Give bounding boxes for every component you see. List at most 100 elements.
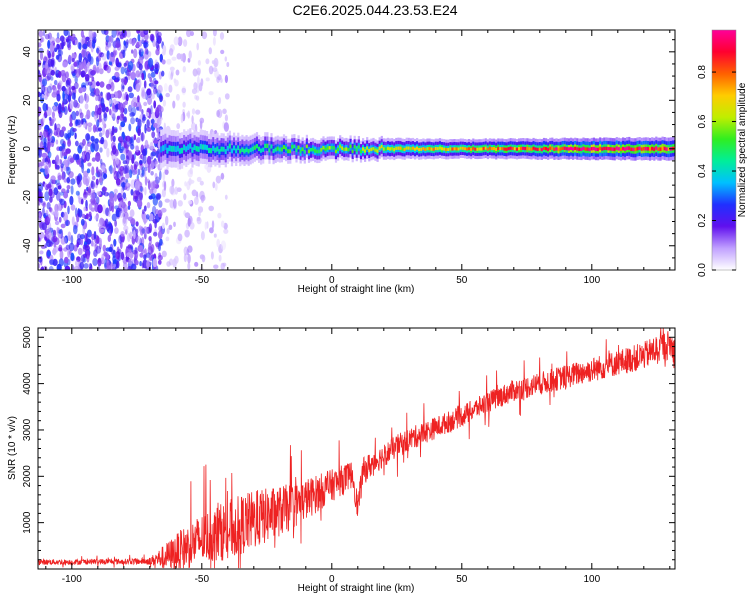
heatmap-noise-cell bbox=[101, 53, 107, 61]
heatmap-noise-cell bbox=[153, 100, 157, 109]
heatmap-noise-cell bbox=[72, 128, 77, 132]
heatmap-noise-cell bbox=[194, 261, 199, 267]
heatmap-noise-cell bbox=[87, 125, 92, 132]
heatmap-noise-cell bbox=[99, 158, 103, 165]
heatmap-band-cell bbox=[594, 147, 598, 151]
heatmap-band-cell bbox=[282, 145, 286, 150]
heatmap-noise-cell bbox=[51, 159, 56, 164]
heatmap-noise-cell bbox=[41, 84, 46, 94]
heatmap-noise-cell bbox=[115, 209, 120, 218]
heatmap-noise-cell bbox=[113, 238, 117, 247]
heatmap-noise-cell bbox=[113, 263, 116, 268]
heatmap-noise-cell bbox=[128, 92, 134, 99]
heatmap-noise-cell bbox=[67, 231, 72, 241]
heatmap-noise-cell bbox=[205, 58, 210, 65]
heatmap-noise-cell bbox=[42, 102, 48, 112]
heatmap-noise-cell bbox=[168, 48, 174, 56]
heatmap-noise-cell bbox=[154, 80, 159, 85]
heatmap-y-tick-label: 20 bbox=[22, 94, 33, 106]
heatmap-noise-cell bbox=[124, 100, 128, 106]
heatmap-noise-cell bbox=[111, 213, 117, 222]
heatmap-noise-cell bbox=[220, 220, 225, 228]
heatmap-noise-cell bbox=[111, 30, 117, 38]
heatmap-noise-cell bbox=[150, 243, 155, 253]
heatmap-noise-cell bbox=[79, 234, 85, 240]
heatmap-noise-cell bbox=[97, 169, 103, 178]
heatmap-noise-cell bbox=[196, 216, 201, 222]
heatmap-noise-cell bbox=[183, 193, 187, 201]
heatmap-noise-cell bbox=[116, 115, 120, 121]
heatmap-noise-cell bbox=[115, 251, 121, 260]
heatmap-noise-cell bbox=[64, 133, 69, 139]
heatmap-noise-cell bbox=[194, 94, 198, 100]
heatmap-noise-cell bbox=[208, 91, 214, 96]
heatmap-noise-cell bbox=[222, 108, 227, 115]
heatmap-band-cell bbox=[488, 146, 491, 150]
heatmap-band-cell bbox=[434, 147, 437, 151]
heatmap-noise-cell bbox=[210, 251, 214, 260]
heatmap-noise-cell bbox=[147, 51, 152, 57]
heatmap-noise-cell bbox=[157, 230, 163, 240]
heatmap-noise-cell bbox=[73, 61, 78, 67]
heatmap-x-tick-label: 100 bbox=[583, 275, 600, 286]
heatmap-band-cell bbox=[312, 147, 315, 152]
heatmap-band-cell bbox=[570, 146, 573, 150]
heatmap-noise-cell bbox=[223, 228, 229, 234]
heatmap-noise-cell bbox=[61, 143, 66, 150]
heatmap-band-cell bbox=[655, 146, 658, 150]
heatmap-frame bbox=[37, 29, 676, 271]
heatmap-band-cell bbox=[264, 143, 267, 148]
heatmap-noise-cell bbox=[177, 233, 183, 242]
heatmap-noise-cell bbox=[120, 146, 125, 151]
heatmap-noise-cell bbox=[95, 126, 100, 133]
heatmap-noise-cell bbox=[141, 109, 144, 115]
heatmap-noise-cell bbox=[95, 81, 100, 87]
heatmap-noise-cell bbox=[148, 57, 154, 68]
heatmap-noise-cell bbox=[166, 58, 172, 65]
heatmap-noise-cell bbox=[151, 131, 156, 139]
heatmap-noise-cell bbox=[73, 266, 80, 270]
heatmap-noise-cell bbox=[132, 250, 138, 255]
heatmap-noise-cell bbox=[49, 83, 53, 91]
heatmap-noise-cell bbox=[187, 253, 191, 264]
heatmap-noise-cell bbox=[65, 166, 70, 171]
heatmap-noise-cell bbox=[127, 265, 132, 270]
heatmap-noise-cell bbox=[200, 231, 205, 241]
heatmap-noise-cell bbox=[90, 79, 96, 89]
heatmap-band-cell bbox=[389, 147, 392, 151]
heatmap-band-cell bbox=[605, 146, 608, 151]
heatmap-noise-cell bbox=[122, 216, 127, 224]
heatmap-noise-cell bbox=[123, 204, 128, 214]
heatmap-noise-cell bbox=[70, 185, 74, 195]
heatmap-noise-cell bbox=[58, 80, 63, 85]
heatmap-noise-cell bbox=[111, 75, 117, 80]
heatmap-noise-cell bbox=[55, 73, 60, 78]
heatmap-noise-cell bbox=[63, 30, 69, 37]
heatmap-noise-cell bbox=[103, 251, 108, 257]
heatmap-noise-cell bbox=[220, 172, 225, 180]
heatmap-band-cell bbox=[220, 146, 223, 152]
heatmap-noise-cell bbox=[145, 252, 151, 258]
heatmap-noise-cell bbox=[44, 33, 50, 40]
heatmap-noise-cell bbox=[132, 97, 138, 103]
heatmap-noise-cell bbox=[158, 116, 163, 121]
heatmap-band-cell bbox=[287, 149, 290, 154]
heatmap-noise-cell bbox=[119, 136, 124, 142]
heatmap-band-cell bbox=[372, 147, 375, 151]
heatmap-band-cell bbox=[305, 144, 308, 149]
heatmap-band-cell bbox=[501, 147, 504, 151]
heatmap-noise-cell bbox=[87, 186, 92, 194]
heatmap-noise-cell bbox=[120, 153, 126, 161]
snr-y-axis-label: SNR (10 * v/v) bbox=[7, 416, 18, 480]
heatmap-noise-cell bbox=[99, 228, 105, 233]
heatmap-noise-cell bbox=[60, 163, 64, 169]
heatmap-noise-cell bbox=[115, 57, 119, 67]
heatmap-noise-cell bbox=[95, 178, 99, 186]
heatmap-noise-cell bbox=[224, 74, 228, 84]
colorbar-tick-label: 0.4 bbox=[697, 164, 708, 178]
heatmap-band-cell bbox=[418, 147, 421, 152]
heatmap-band-cell bbox=[466, 147, 469, 151]
heatmap-band-cell bbox=[601, 147, 604, 151]
heatmap-band-cell bbox=[603, 146, 606, 151]
heatmap-noise-cell bbox=[78, 52, 83, 63]
